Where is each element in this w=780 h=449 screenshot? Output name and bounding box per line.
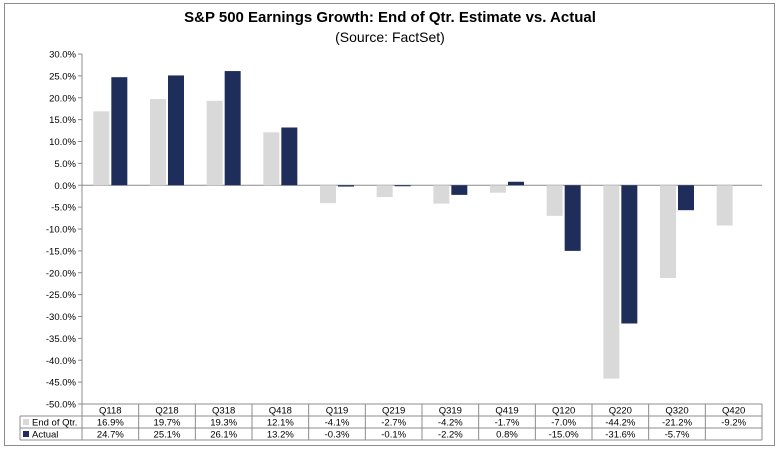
bar-end-of-qtr (93, 111, 110, 186)
x-tick-label: Q420 (722, 406, 745, 417)
data-label: -1.7% (495, 418, 520, 429)
data-label: -44.2% (605, 418, 636, 429)
data-label: 24.7% (97, 430, 124, 441)
data-label: 19.7% (154, 418, 181, 429)
legend-swatch (23, 431, 29, 437)
bar-actual (281, 127, 298, 186)
y-tick-label: -15.0% (46, 246, 77, 257)
y-tick-label: -10.0% (46, 225, 77, 236)
data-label: -2.2% (438, 430, 463, 441)
data-label: 19.3% (210, 418, 237, 429)
data-label: -0.1% (381, 430, 406, 441)
bar-end-of-qtr (716, 185, 733, 226)
x-tick-label: Q319 (439, 406, 462, 417)
data-label: -4.1% (325, 418, 350, 429)
x-tick-label: Q320 (665, 406, 688, 417)
legend-label: End of Qtr. (32, 418, 77, 429)
bar-end-of-qtr (263, 132, 280, 186)
bar-actual (508, 181, 524, 186)
legend-label: Actual (32, 430, 58, 441)
data-label: -21.2% (662, 418, 693, 429)
y-tick-label: 20.0% (49, 93, 76, 104)
data-label: 16.9% (97, 418, 124, 429)
x-tick-label: Q120 (552, 406, 575, 417)
bar-end-of-qtr (320, 185, 336, 204)
y-tick-label: -30.0% (46, 312, 77, 323)
data-label: 0.8% (496, 430, 518, 441)
y-tick-label: -20.0% (46, 268, 77, 279)
bar-end-of-qtr (206, 100, 223, 186)
x-tick-label: Q418 (269, 406, 292, 417)
bar-end-of-qtr (150, 99, 166, 186)
bar-actual (168, 75, 184, 186)
x-tick-label: Q119 (326, 406, 349, 417)
bar-end-of-qtr (490, 185, 506, 193)
y-tick-label: -40.0% (46, 356, 77, 367)
y-tick-label: -45.0% (46, 378, 77, 389)
bar-end-of-qtr (660, 185, 676, 278)
bar-actual (451, 185, 468, 195)
y-tick-label: 30.0% (49, 50, 76, 61)
bar-actual (338, 185, 354, 187)
bar-end-of-qtr (433, 185, 450, 204)
y-tick-label: 15.0% (49, 115, 76, 126)
legend-swatch (23, 419, 29, 425)
x-tick-label: Q220 (609, 406, 632, 417)
x-tick-label: Q318 (212, 406, 235, 417)
x-tick-label: Q218 (155, 406, 178, 417)
data-label: -2.7% (381, 418, 406, 429)
data-label: -31.6% (605, 430, 636, 441)
x-tick-label: Q219 (382, 406, 405, 417)
y-tick-label: 0.0% (54, 181, 76, 192)
data-label: -9.2% (721, 418, 746, 429)
data-label: -5.7% (665, 430, 690, 441)
data-label: -4.2% (438, 418, 463, 429)
chart-frame (4, 3, 775, 446)
data-label: 26.1% (210, 430, 237, 441)
data-label: 13.2% (267, 430, 294, 441)
chart-subtitle: (Source: FactSet) (335, 29, 445, 45)
bar-end-of-qtr (546, 185, 563, 216)
data-label: 12.1% (267, 418, 294, 429)
bar-end-of-qtr (376, 185, 393, 198)
y-tick-label: 10.0% (49, 137, 76, 148)
data-label: -7.0% (551, 418, 576, 429)
y-tick-label: 25.0% (49, 71, 76, 82)
bar-actual (678, 185, 694, 211)
y-tick-label: 5.0% (54, 159, 76, 170)
x-tick-label: Q118 (99, 406, 122, 417)
chart-title: S&P 500 Earnings Growth: End of Qtr. Est… (184, 9, 596, 26)
bar-actual (224, 71, 241, 186)
bar-actual (111, 77, 128, 186)
bar-actual (621, 185, 638, 324)
bar-end-of-qtr (603, 185, 620, 379)
bar-actual (394, 185, 411, 187)
y-tick-label: -5.0% (51, 203, 76, 214)
data-label: 25.1% (154, 430, 181, 441)
y-tick-label: -25.0% (46, 290, 77, 301)
data-label: -15.0% (549, 430, 580, 441)
x-tick-label: Q419 (495, 406, 518, 417)
y-tick-label: -35.0% (46, 334, 77, 345)
data-label: -0.3% (325, 430, 350, 441)
y-tick-label: -50.0% (46, 400, 77, 411)
bar-actual (564, 185, 581, 251)
